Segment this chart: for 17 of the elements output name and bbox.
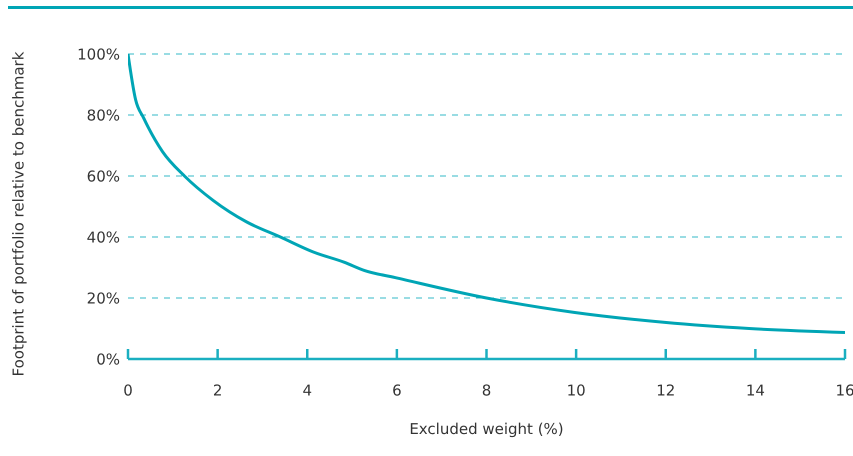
y-axis-title: Footprint of portfolio relative to benchmark (9, 51, 28, 376)
x-tick-label: 4 (302, 382, 312, 400)
y-tick-label: 20% (86, 289, 120, 308)
x-tick-label: 12 (656, 382, 676, 400)
x-axis-title: Excluded weight (%) (409, 420, 564, 438)
y-tick-label: 80% (86, 106, 120, 124)
x-tick-label: 2 (212, 382, 222, 400)
y-tick-label: 40% (86, 228, 120, 246)
x-tick-label: 6 (392, 382, 402, 400)
y-tick-label: 100% (77, 45, 120, 64)
x-tick-label: 8 (482, 382, 492, 400)
x-tick-label: 0 (123, 382, 133, 400)
y-tick-label: 0% (96, 350, 120, 368)
x-tick-label: 14 (746, 382, 765, 400)
line-series (128, 54, 845, 334)
x-tick-label: 10 (566, 382, 586, 400)
y-tick-label: 60% (86, 167, 120, 186)
